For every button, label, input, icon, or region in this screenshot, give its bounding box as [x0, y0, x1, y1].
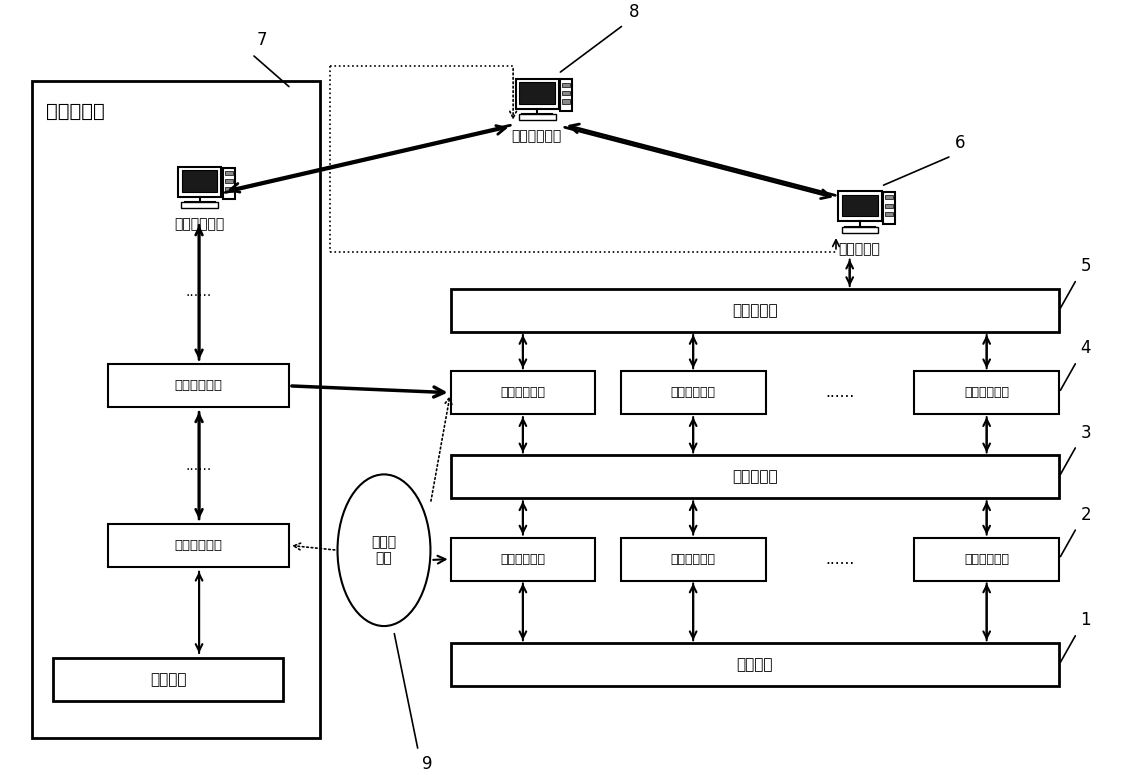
- Text: 2: 2: [1081, 506, 1091, 524]
- Bar: [520, 82, 555, 104]
- Bar: [841, 227, 879, 232]
- Bar: [450, 456, 1059, 498]
- Text: 站控层网络: 站控层网络: [732, 303, 777, 318]
- Bar: [224, 170, 232, 175]
- Bar: [32, 81, 320, 738]
- Bar: [843, 195, 878, 216]
- Text: 6: 6: [955, 134, 966, 152]
- Text: 调度端服务器: 调度端服务器: [511, 129, 562, 143]
- Bar: [450, 538, 596, 580]
- Bar: [450, 643, 1059, 686]
- Bar: [620, 371, 766, 414]
- Bar: [224, 188, 232, 191]
- Bar: [108, 524, 289, 567]
- Text: 采集控制装置: 采集控制装置: [671, 553, 715, 566]
- Bar: [223, 167, 235, 199]
- Ellipse shape: [337, 474, 431, 626]
- Bar: [885, 212, 893, 216]
- Text: ......: ......: [186, 459, 212, 473]
- Text: 一次系统: 一次系统: [150, 672, 186, 687]
- Text: 关联变电站: 关联变电站: [46, 102, 105, 121]
- Text: 保护测控装置: 保护测控装置: [964, 386, 1010, 399]
- Bar: [450, 371, 596, 414]
- Bar: [885, 204, 893, 208]
- Text: 保护测控装置: 保护测控装置: [501, 386, 546, 399]
- Text: 略库: 略库: [376, 551, 393, 565]
- Text: 5: 5: [1081, 257, 1091, 275]
- Bar: [108, 364, 289, 408]
- Text: 8: 8: [628, 3, 640, 21]
- Text: 采集控制装置: 采集控制装置: [501, 553, 546, 566]
- Text: 保护测控装置: 保护测控装置: [671, 386, 715, 399]
- Bar: [620, 538, 766, 580]
- Text: 过程层网络: 过程层网络: [732, 470, 777, 484]
- Text: 采集控制装置: 采集控制装置: [964, 553, 1010, 566]
- Bar: [450, 289, 1059, 332]
- Bar: [53, 658, 283, 701]
- Text: 7: 7: [257, 31, 267, 50]
- Text: 关联站服务器: 关联站服务器: [174, 218, 224, 232]
- Text: 3: 3: [1081, 424, 1091, 442]
- Text: 防误策: 防误策: [371, 536, 397, 549]
- Bar: [182, 170, 218, 192]
- Text: 采集控制装置: 采集控制装置: [175, 539, 222, 552]
- Bar: [885, 195, 893, 199]
- Bar: [915, 538, 1059, 580]
- Text: 9: 9: [422, 755, 433, 773]
- Text: 1: 1: [1081, 611, 1091, 629]
- Bar: [224, 179, 232, 184]
- Text: ......: ......: [826, 552, 855, 567]
- Bar: [182, 202, 218, 208]
- Bar: [883, 192, 895, 224]
- Bar: [838, 191, 882, 221]
- Bar: [519, 115, 556, 120]
- Text: 保护测控装置: 保护测控装置: [175, 379, 222, 392]
- Text: 站端服务器: 站端服务器: [838, 242, 881, 256]
- Text: ......: ......: [826, 385, 855, 400]
- Bar: [178, 167, 221, 197]
- Text: ......: ......: [186, 285, 212, 299]
- Bar: [562, 83, 571, 87]
- Bar: [562, 99, 571, 104]
- Bar: [515, 78, 558, 109]
- Bar: [562, 91, 571, 95]
- Text: 4: 4: [1081, 339, 1091, 357]
- Text: 一次系统: 一次系统: [737, 657, 773, 672]
- Bar: [915, 371, 1059, 414]
- Bar: [561, 80, 572, 111]
